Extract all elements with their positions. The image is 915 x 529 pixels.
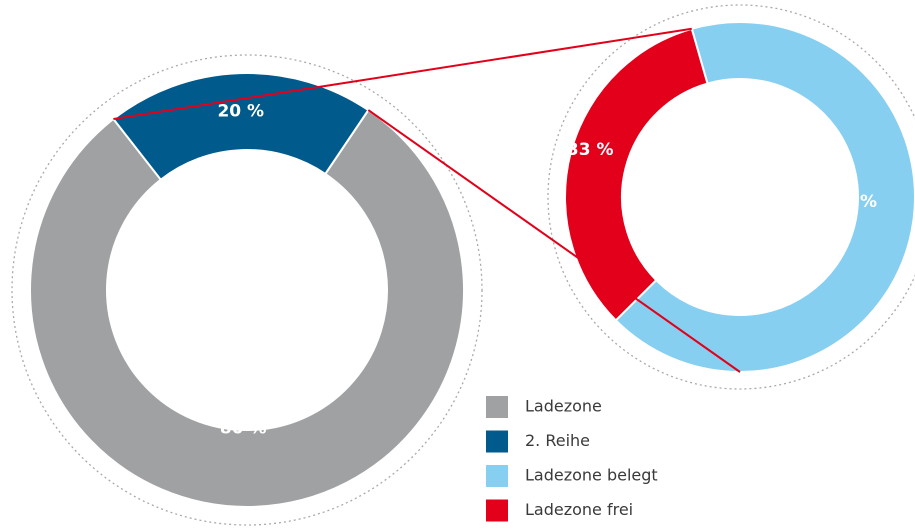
legend-swatch (486, 499, 508, 522)
legend-swatch (486, 430, 508, 453)
connector-line (367, 109, 741, 373)
legend-swatch (486, 465, 508, 487)
dotted-ring (11, 54, 483, 526)
value-label: 20 % (217, 102, 264, 122)
legend-label: Ladezone frei (525, 500, 633, 519)
donut-segment (614, 21, 915, 373)
legend-swatch (486, 396, 508, 418)
donut-segment (111, 72, 370, 182)
legend-label: Ladezone belegt (525, 466, 658, 485)
value-label: 80 % (220, 418, 267, 438)
donut-segment (564, 27, 709, 322)
value-label: 33 % (567, 140, 614, 160)
legend-label: 2. Reihe (525, 431, 590, 450)
value-label: 67 % (830, 192, 877, 212)
legend-label: Ladezone (525, 397, 602, 416)
connector-line (113, 27, 692, 120)
donut-segment (29, 108, 465, 508)
dotted-ring (547, 4, 915, 390)
